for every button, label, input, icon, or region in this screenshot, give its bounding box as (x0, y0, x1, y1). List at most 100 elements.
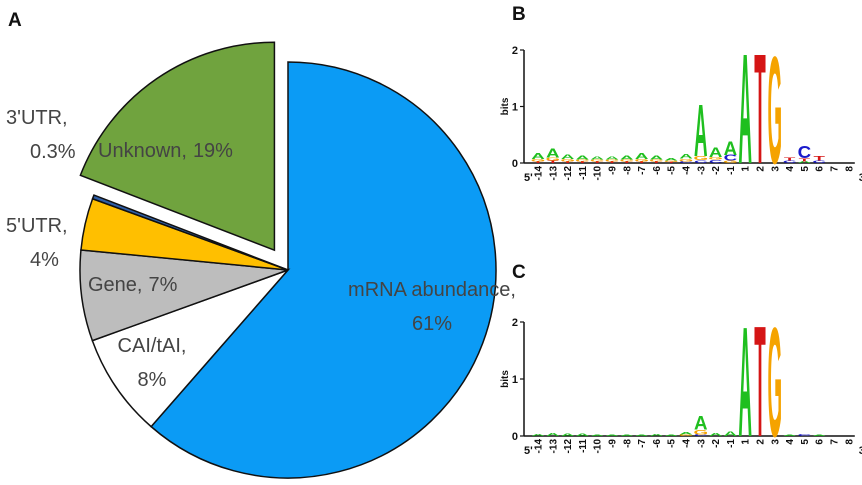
pie-slice (91, 268, 291, 428)
slice-label: Unknown, (98, 140, 187, 162)
logo-letter: T (651, 161, 664, 164)
logo-letter: A (605, 155, 619, 160)
x-tick-label: 8 (844, 166, 855, 172)
logo-letter: G (634, 159, 649, 163)
slice-label: 3'UTR, (6, 107, 68, 129)
x-tick-label: 1 (741, 166, 752, 172)
logo-letter: T (665, 162, 676, 164)
x-tick-label: -11 (578, 439, 589, 453)
panel-label: A (8, 10, 22, 31)
slice-label: mRNA abundance, (348, 279, 516, 301)
x-tick-label: -8 (622, 439, 633, 448)
start-label: 5' (524, 172, 533, 184)
y-tick-label: 1 (512, 102, 518, 114)
logo-letter: A (605, 435, 619, 437)
logo-letter: T (813, 155, 825, 162)
logo-letter: T (606, 161, 619, 164)
slice-value-label: 61% (412, 313, 452, 335)
logo-letter: G (560, 159, 575, 163)
logo-letter: T (577, 161, 590, 164)
x-tick-label: -9 (608, 439, 619, 448)
logo-letter: A (650, 154, 664, 160)
logo-letter: A (738, 21, 752, 197)
logo-letter: G (664, 160, 679, 162)
logo-letter: G (768, 294, 783, 470)
logo-letter: A (679, 431, 693, 435)
logo-letter: G (694, 428, 709, 435)
x-tick-label: -3 (696, 166, 707, 175)
logo-letter: C (798, 143, 812, 162)
slice-value-label: 0.3% (30, 141, 76, 163)
logo-letter: A (798, 161, 812, 164)
logo-letter: C (798, 434, 812, 437)
x-tick-label: -10 (593, 166, 604, 181)
logo-letter: C (783, 160, 797, 164)
x-tick-label: -4 (682, 439, 693, 448)
logo-letter: A (709, 144, 723, 160)
logo-letter: A (724, 430, 738, 437)
logo-letter: A (694, 89, 708, 173)
x-tick-label: 5 (800, 166, 811, 172)
logo-letter: A (561, 433, 575, 437)
logo-letter: A (590, 435, 604, 437)
logo-letter: C (679, 161, 693, 164)
x-tick-label: 2 (756, 166, 767, 172)
slice-value-label: 7% (148, 274, 177, 296)
logo-letter: A (694, 413, 708, 435)
x-tick-label: -7 (637, 439, 648, 448)
logo-letter: A (679, 153, 693, 160)
x-tick-label: -12 (563, 166, 574, 181)
x-tick-label: 5 (800, 439, 811, 445)
x-tick-label: 2 (756, 439, 767, 445)
x-tick-label: -14 (534, 439, 545, 454)
y-axis-label: bits (500, 97, 511, 115)
x-tick-label: -12 (563, 439, 574, 454)
logo-letter: A (664, 435, 678, 437)
x-tick-label: -4 (682, 166, 693, 175)
slice-value-label: 4% (30, 249, 59, 271)
x-tick-label: 7 (830, 166, 841, 172)
x-tick-label: -9 (608, 166, 619, 175)
logo-letter: G (679, 158, 694, 162)
logo-letter: G (575, 159, 590, 162)
logo-letter: A (546, 147, 560, 160)
logo-letter: G (546, 157, 561, 162)
logo-letter: T (562, 161, 575, 164)
logo-letter: T (547, 160, 560, 164)
slice-label: 5'UTR, (6, 215, 68, 237)
x-tick-label: 6 (815, 166, 826, 172)
logo-letter: A (620, 154, 634, 160)
x-tick-label: 4 (785, 166, 796, 172)
end-label: 3' (859, 172, 862, 184)
x-tick-label: 1 (741, 439, 752, 445)
y-tick-label: 1 (512, 374, 518, 386)
x-tick-label: -6 (652, 166, 663, 175)
x-tick-label: -14 (534, 166, 545, 181)
logo-letter: A (561, 153, 575, 160)
x-tick-label: -13 (548, 439, 559, 454)
slice-value-label: 19% (193, 140, 233, 162)
logo-letter: T (636, 161, 649, 164)
x-tick-label: 3 (770, 439, 781, 445)
logo-letter: C (694, 160, 708, 164)
x-tick-label: 8 (844, 439, 855, 445)
x-tick-label: -2 (711, 166, 722, 175)
logo-letter: C (709, 159, 723, 164)
logo-letter: A (531, 152, 545, 161)
logo-letter: A (531, 434, 545, 437)
y-tick-label: 0 (512, 158, 518, 170)
logo-letter: G (531, 159, 546, 163)
logo-letter: G (694, 155, 709, 161)
slice-value-label: 8% (138, 369, 167, 391)
logo-letter: T (799, 157, 811, 162)
logo-letter: T (784, 157, 796, 162)
logo-letter: T (621, 161, 634, 164)
logo-letter: A (635, 152, 649, 161)
logo-letter: A (664, 158, 678, 162)
x-tick-label: 6 (815, 439, 826, 445)
logo-letter: G (768, 25, 783, 196)
logo-letter: A (576, 432, 590, 436)
x-tick-label: -7 (637, 166, 648, 175)
x-tick-label: -6 (652, 439, 663, 448)
